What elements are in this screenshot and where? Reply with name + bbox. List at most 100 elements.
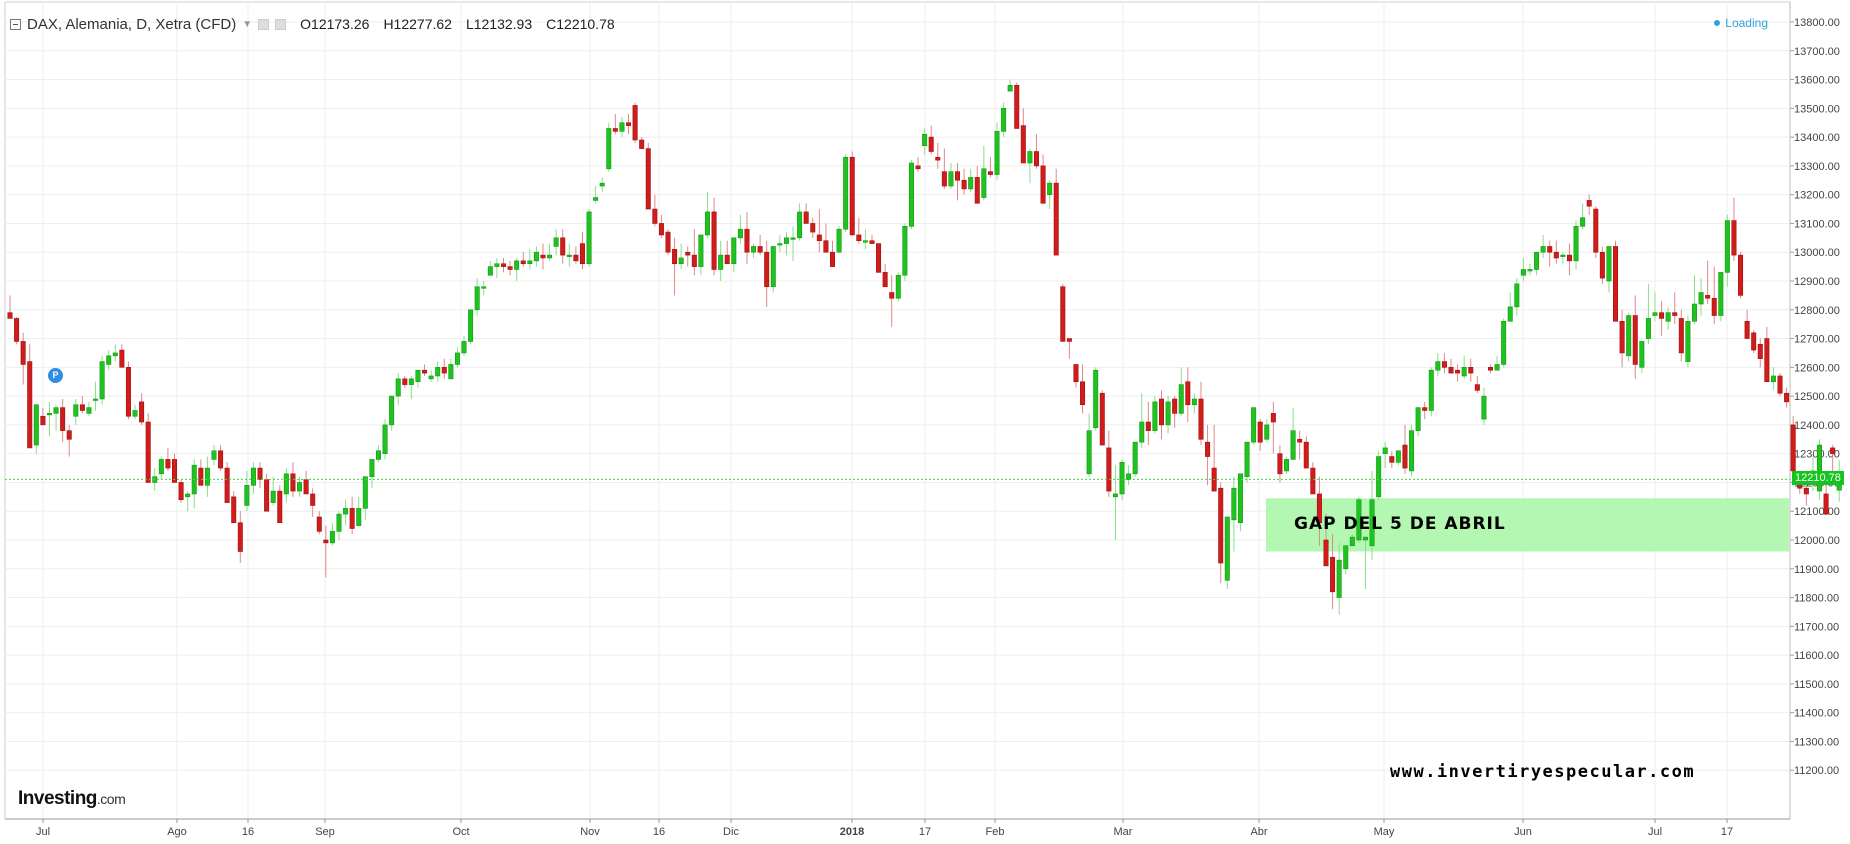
y-tick-label: 11700.00 [1794,621,1839,633]
candle-body [520,260,526,265]
candle-body [1428,369,1434,411]
candle-body [507,266,513,270]
candle-body [889,292,895,299]
candle-body [244,485,250,506]
chevron-down-icon[interactable]: ▼ [242,18,253,30]
candle-body [981,168,987,198]
candle-body [185,493,191,498]
collapse-icon[interactable] [10,18,21,30]
candle-body [869,240,875,244]
y-tick-label: 12900.00 [1794,276,1840,288]
candle-body [1020,125,1026,164]
candle-body [93,398,99,401]
candle-body [652,208,658,224]
candle-body [1481,395,1487,420]
candle-body [724,254,730,265]
candle-body [1501,320,1507,365]
candle-body [1172,398,1178,414]
candle-body [1264,424,1270,440]
candle-body [1448,367,1454,374]
candle-body [1382,447,1388,454]
candle-body [1376,456,1382,498]
y-tick-label: 13300.00 [1794,161,1840,173]
candle-body [1784,392,1790,403]
candle-body [527,260,533,265]
candle-body [1205,441,1211,457]
x-tick-label: Sep [315,826,335,838]
candle-body [33,404,39,446]
candle-body [599,182,605,187]
candle-body [119,349,125,368]
candle-body [132,410,138,417]
candle-body [297,482,303,492]
candle-body [764,251,770,288]
y-tick-label: 13800.00 [1794,17,1840,29]
candle-body [1126,473,1132,480]
candle-body [1751,332,1757,351]
loading-indicator: Loading [1714,16,1768,30]
plot-area [4,1,1791,820]
candle-body [1191,398,1197,406]
candle-body [1297,438,1303,443]
candle-body [711,211,717,270]
candle-body [283,473,289,495]
candle-body [1757,344,1763,359]
candle-body [1803,487,1809,495]
loading-label: Loading [1725,16,1768,30]
candle-body [672,249,678,265]
candle-body [1441,361,1447,368]
candle-body [968,177,974,190]
candle-body [1455,369,1461,374]
x-tick-label: Ago [167,826,187,838]
candle-body [1277,453,1283,475]
symbol-title[interactable]: DAX, Alemania, D, Xetra (CFD) [27,15,237,33]
candle-body [356,508,362,526]
candle-body [1152,401,1158,431]
candle-body [757,246,763,253]
candle-body [106,355,112,365]
candle-body [1040,165,1046,204]
settings-icon[interactable] [258,18,270,30]
candle-body [737,228,743,239]
candle-body [876,243,882,273]
candle-body [1323,539,1329,567]
candle-body [1402,444,1408,469]
candle-body [237,522,243,552]
candle-body [1178,384,1184,414]
candle-body [7,312,13,319]
candle-body [1001,108,1007,132]
candle-body [685,251,691,256]
candle-body [310,493,316,506]
candle-body [1112,493,1118,498]
close-icon[interactable] [275,18,287,30]
ohlc-readout: O12173.26 H12277.62 L12132.93 C12210.78 [300,16,615,32]
candle-body [645,148,651,210]
candle-body [1494,364,1500,371]
candle-body [316,516,322,532]
candle-body [1415,407,1421,431]
candle-body [770,246,776,288]
event-marker-p[interactable]: P [48,367,64,383]
candle-body [1330,556,1336,593]
x-tick-label: Jul [1648,826,1662,838]
candle-body [1777,375,1783,394]
candle-body [1349,536,1355,547]
candle-body [1507,306,1513,322]
candle-body [27,361,33,449]
candle-body [1698,292,1704,305]
candle-body [1014,85,1020,129]
candle-body [797,211,803,239]
candle-body [86,407,92,414]
candle-body [1060,286,1066,342]
candle-body [1343,545,1349,570]
candle-body [560,237,566,256]
y-tick-label: 11500.00 [1794,679,1839,691]
y-tick-label: 11300.00 [1794,736,1839,748]
candle-body [389,395,395,426]
candle-body [1336,559,1342,598]
x-tick-label: Feb [986,826,1005,838]
candle-body [441,367,447,374]
candle-body [922,133,928,147]
